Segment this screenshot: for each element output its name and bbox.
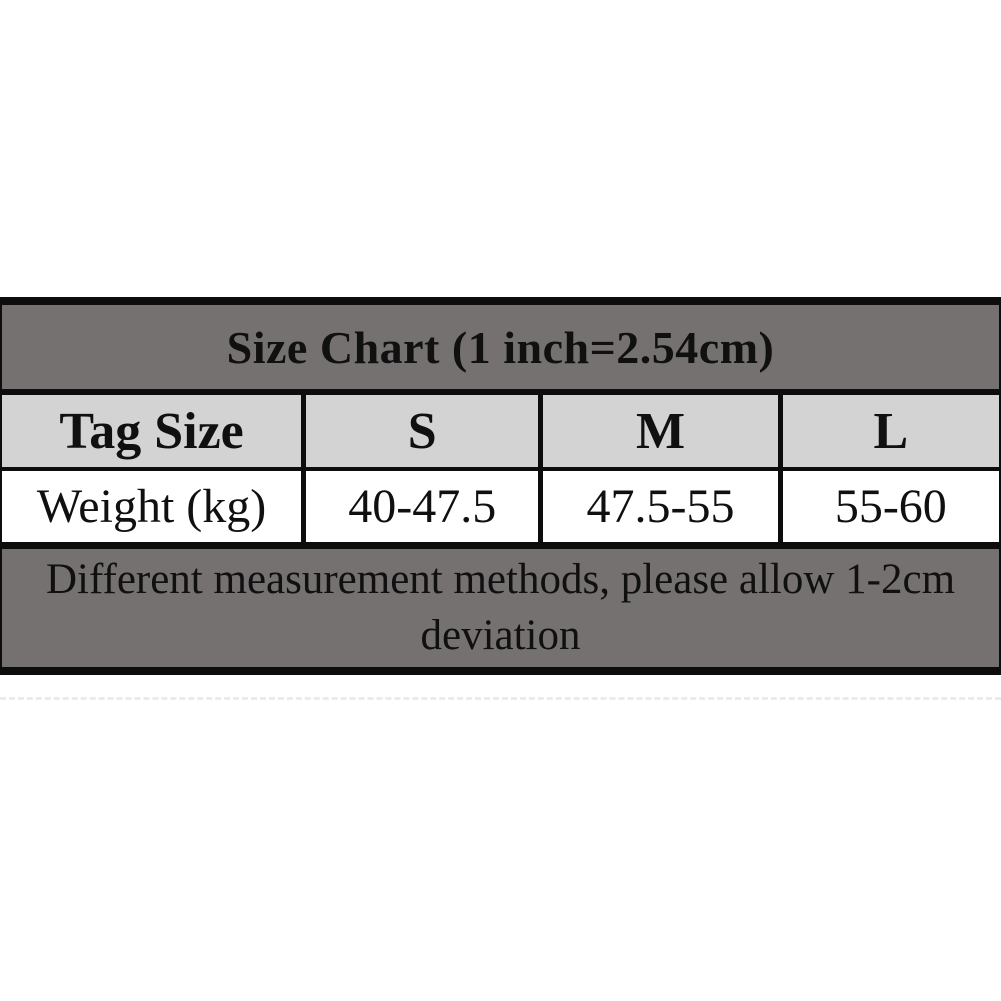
weight-value-l: 55-60 [777,471,999,542]
weight-value-s: 40-47.5 [301,471,538,542]
size-chart-table: Size Chart (1 inch=2.54cm) Tag Size S M … [0,297,1001,675]
header-cell-size-m: M [538,395,777,467]
header-cell-size-s: S [301,395,538,467]
header-cell-tag-size: Tag Size [59,402,244,460]
bottom-dashed-divider [0,697,1001,700]
size-chart-header-row: Tag Size S M L [2,395,999,471]
deviation-note: Different measurement methods, please al… [45,556,956,659]
weight-row: Weight (kg) 40-47.5 47.5-55 55-60 [2,471,999,549]
size-chart-title: Size Chart (1 inch=2.54cm) [226,321,775,373]
size-chart-title-row: Size Chart (1 inch=2.54cm) [2,305,999,395]
header-cell-size-l: L [777,395,999,467]
weight-row-label: Weight (kg) [36,480,267,533]
weight-value-m: 47.5-55 [538,471,777,542]
deviation-note-row: Different measurement methods, please al… [2,549,999,667]
